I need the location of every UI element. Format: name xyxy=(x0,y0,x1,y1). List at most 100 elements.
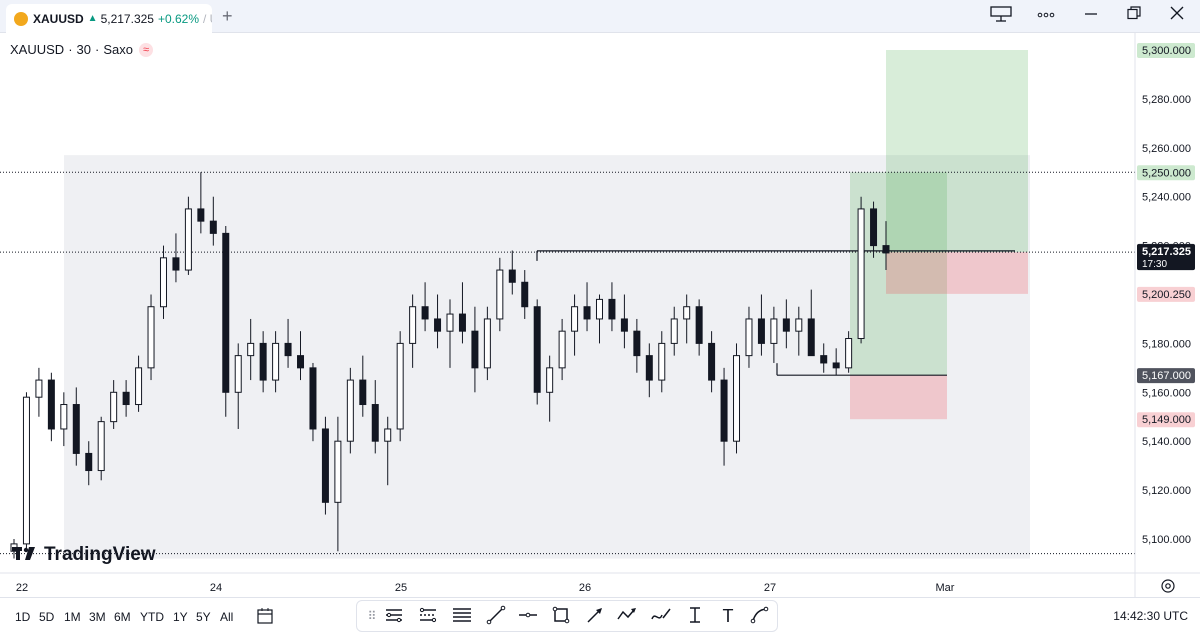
candle-body[interactable] xyxy=(234,355,242,393)
candle-body[interactable] xyxy=(857,208,865,340)
candle-body[interactable] xyxy=(22,396,30,545)
candle-body[interactable] xyxy=(284,342,292,357)
market-status-icon[interactable]: ≈ xyxy=(138,42,153,57)
candle-body[interactable] xyxy=(222,232,230,393)
candle-body[interactable] xyxy=(645,355,653,381)
utc-clock[interactable]: 14:42:30 UTC xyxy=(1113,609,1188,623)
candle-body[interactable] xyxy=(595,298,603,320)
range-1m-button[interactable]: 1M xyxy=(64,610,81,624)
chart-legend[interactable]: XAUUSD · 30 · Saxo ≈ xyxy=(10,42,153,57)
candle-body[interactable] xyxy=(670,318,678,344)
long-position-target-zone[interactable] xyxy=(886,50,1028,253)
long-position-target-zone[interactable] xyxy=(850,172,947,376)
candle-body[interactable] xyxy=(409,306,417,344)
candle-body[interactable] xyxy=(396,342,404,430)
curve-icon[interactable] xyxy=(749,605,771,627)
candle-body[interactable] xyxy=(521,281,529,308)
candle-body[interactable] xyxy=(309,367,317,430)
candle-body[interactable] xyxy=(434,318,442,332)
candle-body[interactable] xyxy=(795,318,803,332)
candle-body[interactable] xyxy=(533,306,541,393)
candle-body[interactable] xyxy=(209,220,217,234)
candle-body[interactable] xyxy=(159,257,167,308)
candle-body[interactable] xyxy=(446,313,454,332)
chart-tab[interactable]: XAUUSD ▲ 5,217.325 +0.62% / U xyxy=(6,4,212,33)
candle-body[interactable] xyxy=(97,421,105,472)
price-label-badge[interactable] xyxy=(1137,412,1195,428)
candle-body[interactable] xyxy=(832,362,840,369)
candle-body[interactable] xyxy=(496,269,504,320)
range-5d-button[interactable]: 5D xyxy=(39,610,55,624)
candle-body[interactable] xyxy=(85,452,93,472)
candle-body[interactable] xyxy=(197,208,205,222)
candle-body[interactable] xyxy=(321,428,329,503)
plus-icon[interactable]: + xyxy=(222,6,233,26)
long-position-icon[interactable] xyxy=(383,605,405,627)
candle-body[interactable] xyxy=(110,391,118,423)
short-position-icon[interactable] xyxy=(417,605,439,627)
candle-body[interactable] xyxy=(633,330,641,357)
close-icon[interactable] xyxy=(1170,6,1184,23)
candle-body[interactable] xyxy=(346,379,354,442)
candle-body[interactable] xyxy=(72,404,80,454)
goto-date-icon[interactable] xyxy=(256,607,274,628)
candle-body[interactable] xyxy=(708,342,716,381)
price-label-badge[interactable] xyxy=(1137,165,1195,181)
price-label-badge[interactable] xyxy=(1137,43,1195,58)
price-label-badge[interactable] xyxy=(1137,244,1195,271)
candle-body[interactable] xyxy=(47,379,55,430)
candle-body[interactable] xyxy=(608,298,616,320)
price-chart[interactable]: 5,100.000 5,120.000 5,140.000 5,160.000 5,18… xyxy=(0,0,1200,597)
anchor-icon[interactable] xyxy=(684,605,706,627)
candle-body[interactable] xyxy=(820,355,828,364)
candle-body[interactable] xyxy=(384,428,392,442)
candle-body[interactable] xyxy=(882,245,890,254)
candle-body[interactable] xyxy=(122,391,130,406)
range-all-button[interactable]: All xyxy=(220,610,234,624)
more-icon[interactable] xyxy=(1037,8,1055,24)
trend-line-icon[interactable] xyxy=(485,605,507,627)
layout-icon[interactable] xyxy=(990,6,1012,25)
candle-body[interactable] xyxy=(733,355,741,442)
candle-body[interactable] xyxy=(770,318,778,344)
range-1d-button[interactable]: 1D xyxy=(15,610,31,624)
candle-body[interactable] xyxy=(458,313,466,332)
candle-body[interactable] xyxy=(184,208,192,271)
candle-body[interactable] xyxy=(35,379,43,398)
candle-body[interactable] xyxy=(620,318,628,332)
candle-body[interactable] xyxy=(807,318,815,357)
arrow-icon[interactable] xyxy=(584,605,606,627)
candle-body[interactable] xyxy=(259,342,267,381)
candle-body[interactable] xyxy=(483,318,491,369)
candle-body[interactable] xyxy=(845,338,853,369)
price-label-badge[interactable] xyxy=(1137,368,1195,384)
horizontal-line-icon[interactable] xyxy=(517,605,539,627)
path-icon[interactable] xyxy=(616,605,638,627)
long-position-stop-zone[interactable] xyxy=(850,375,947,420)
candle-body[interactable] xyxy=(658,342,666,381)
candle-body[interactable] xyxy=(60,404,68,430)
candle-body[interactable] xyxy=(421,306,429,320)
text-icon[interactable]: T xyxy=(722,606,734,626)
rectangle-icon[interactable] xyxy=(550,605,572,627)
restore-icon[interactable] xyxy=(1127,6,1141,23)
candle-body[interactable] xyxy=(172,257,180,271)
candle-body[interactable] xyxy=(471,330,479,369)
minimize-icon[interactable] xyxy=(1084,6,1098,23)
candle-body[interactable] xyxy=(508,269,516,283)
candle-body[interactable] xyxy=(147,306,155,369)
candle-body[interactable] xyxy=(247,342,255,357)
candle-body[interactable] xyxy=(371,404,379,442)
candle-body[interactable] xyxy=(571,306,579,332)
candle-body[interactable] xyxy=(558,330,566,369)
gear-icon[interactable] xyxy=(1160,578,1176,597)
drag-handle-icon[interactable]: ⠿ xyxy=(367,609,377,623)
candle-body[interactable] xyxy=(683,306,691,320)
brush-icon[interactable] xyxy=(650,605,672,627)
price-label-badge[interactable] xyxy=(1137,286,1195,302)
candle-body[interactable] xyxy=(745,318,753,357)
candle-body[interactable] xyxy=(546,367,554,393)
candle-body[interactable] xyxy=(297,355,305,369)
candle-body[interactable] xyxy=(135,367,143,406)
range-1y-button[interactable]: 1Y xyxy=(173,610,188,624)
